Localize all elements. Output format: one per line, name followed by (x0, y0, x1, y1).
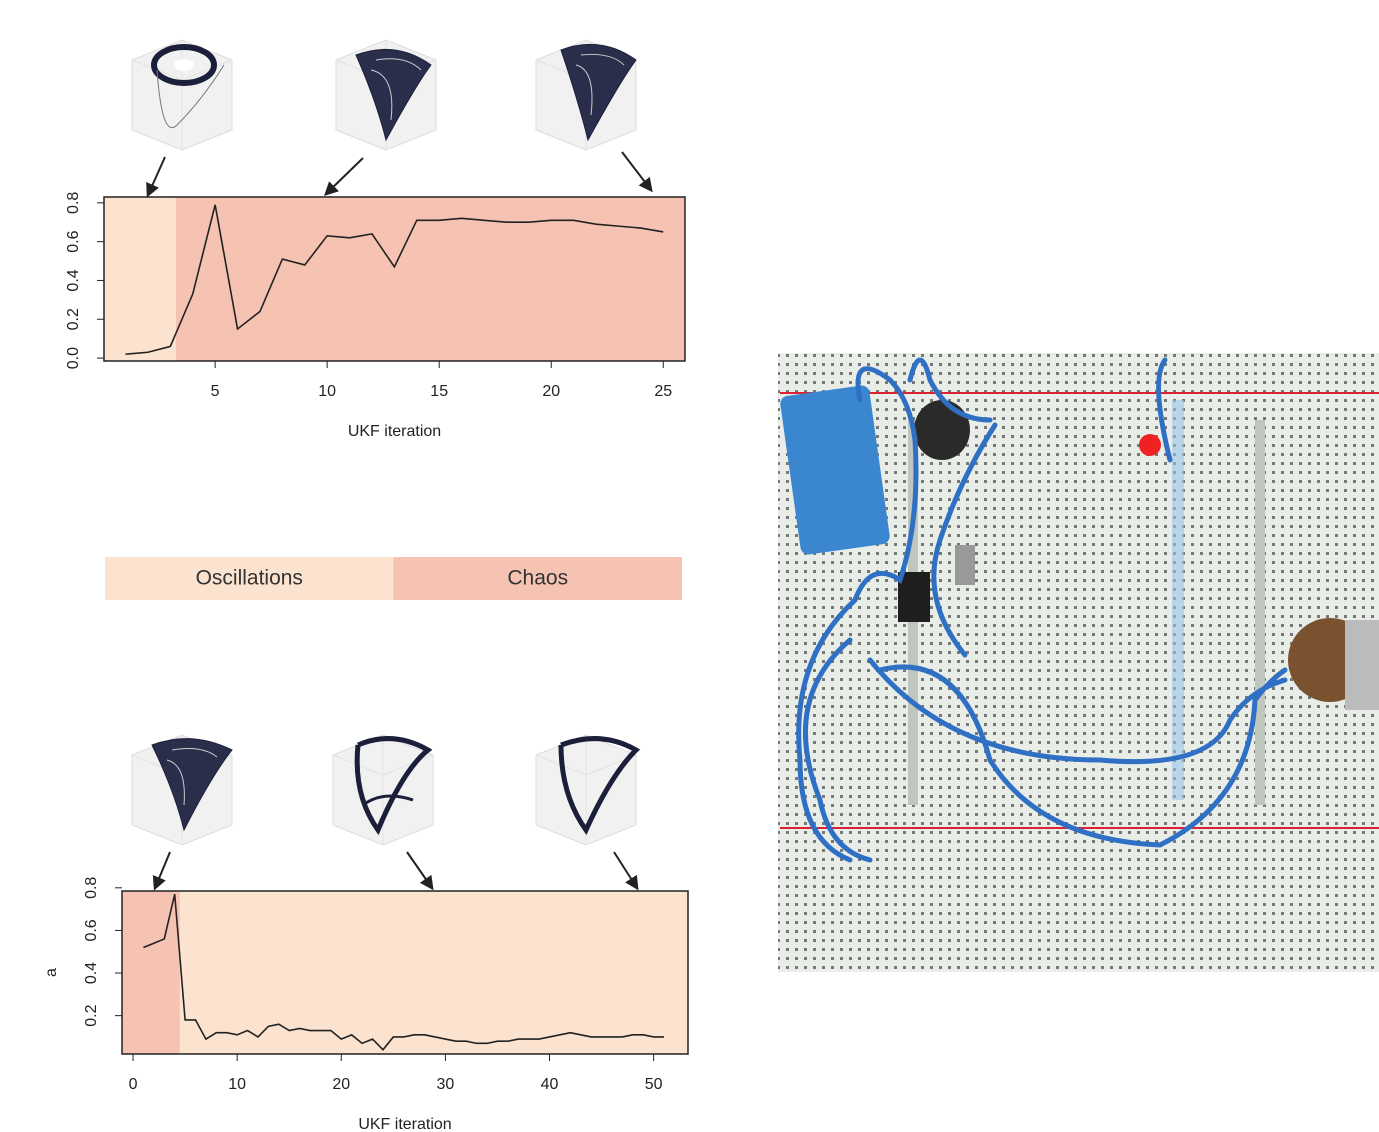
y-tick-label: 0.4 (65, 269, 82, 291)
y-tick-label: 0.8 (65, 192, 82, 214)
region-band (176, 197, 685, 361)
x-tick-label: 15 (430, 383, 448, 400)
x-axis-label: UKF iteration (358, 1116, 451, 1132)
region-band (104, 197, 176, 361)
y-tick-label: 0.8 (83, 877, 100, 899)
x-tick-label: 5 (211, 383, 220, 400)
y-tick-label: 0.2 (83, 1004, 100, 1026)
x-tick-label: 25 (654, 383, 672, 400)
x-tick-label: 20 (332, 1076, 350, 1093)
x-tick-label: 20 (542, 383, 560, 400)
region-band (180, 891, 688, 1054)
legend-label: Chaos (507, 567, 568, 590)
x-tick-label: 40 (541, 1076, 559, 1093)
y-tick-label: 0.4 (83, 962, 100, 984)
x-axis-label: UKF iteration (348, 423, 441, 440)
y-tick-label: 0.0 (65, 347, 82, 369)
x-tick-label: 30 (437, 1076, 455, 1093)
breadboard-photo (778, 353, 1379, 972)
region-band (122, 891, 180, 1054)
y-tick-label: 0.6 (65, 230, 82, 252)
attractor-thumbnails (132, 40, 636, 845)
y-tick-label: 0.6 (83, 919, 100, 941)
y-axis-label: a (43, 968, 60, 977)
x-tick-label: 10 (228, 1076, 246, 1093)
x-tick-label: 0 (129, 1076, 138, 1093)
x-tick-label: 50 (645, 1076, 663, 1093)
y-tick-label: 0.2 (65, 308, 82, 330)
figure: OscillationsChaos 5101520250.00.20.40.60… (0, 0, 1379, 1132)
legend-label: Oscillations (196, 567, 303, 590)
chart: 0 10 20 30 40 50 0.2 0.4 0.6 0.8 UKF iteration a (43, 877, 688, 1132)
legend: Oscillations Chaos (105, 557, 682, 600)
x-tick-label: 10 (318, 383, 336, 400)
chart: 5 10 15 20 25 0.0 0.2 0.4 0.6 0.8 UKF iteration (65, 192, 685, 441)
